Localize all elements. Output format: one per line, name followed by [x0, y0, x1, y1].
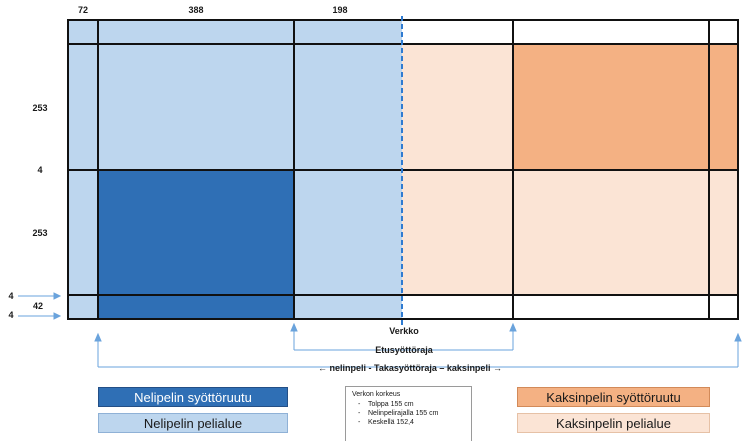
net-height-item: Tolppa 155 cm	[358, 401, 465, 408]
legend-singles-play-area: Kaksinpelin pelialue	[517, 413, 710, 433]
dim-left-1: 4	[37, 165, 42, 175]
singles-service-box	[513, 44, 738, 170]
dim-left-0: 253	[32, 103, 47, 113]
dim-left-2: 253	[32, 228, 47, 238]
legend-doubles-service-box: Nelipelin syöttöruutu	[98, 387, 288, 407]
legend-doubles-play-area: Nelipelin pelialue	[98, 413, 288, 433]
net-height-title: Verkon korkeus	[352, 391, 401, 398]
front-service-line-label: Etusyöttöraja	[375, 345, 434, 355]
net-height-item: Keskellä 152,4	[358, 419, 465, 426]
dim-left-5: 4	[8, 310, 13, 320]
dim-top-0: 72	[78, 5, 88, 15]
net-height-list: Tolppa 155 cm Nelinpelirajalla 155 cm Ke…	[352, 401, 465, 426]
legend-singles-service-box: Kaksinpelin syöttöruutu	[517, 387, 710, 407]
dim-left-3: 4	[8, 291, 13, 301]
net-height-item: Nelinpelirajalla 155 cm	[358, 410, 465, 417]
back-service-line-label: ← nelinpeli - Takasyöttöraja – kaksinpel…	[318, 363, 502, 373]
net-label: Verkko	[389, 326, 419, 336]
dim-left-4: 42	[33, 301, 43, 311]
dim-top-2: 198	[332, 5, 347, 15]
dim-top-1: 388	[188, 5, 203, 15]
net-height-info: Verkon korkeus Tolppa 155 cm Nelinpelira…	[345, 386, 472, 441]
left-dim-arrows	[18, 292, 62, 320]
doubles-service-box	[98, 170, 294, 319]
court-lines	[67, 19, 739, 320]
service-line-arrows	[94, 322, 742, 368]
